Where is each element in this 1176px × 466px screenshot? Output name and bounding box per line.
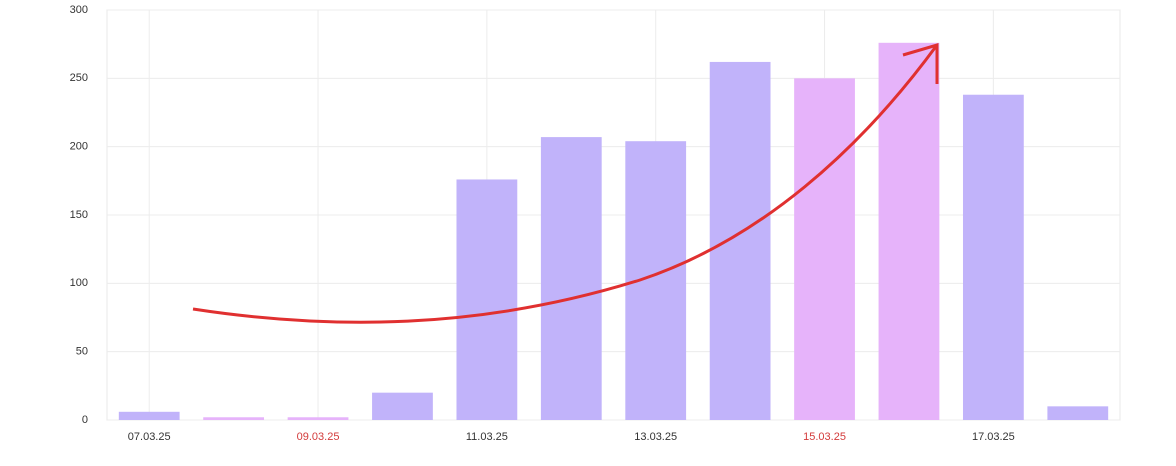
x-tick-label: 13.03.25 [634, 431, 677, 443]
bar [540, 137, 602, 420]
y-tick-label: 150 [70, 209, 88, 221]
bar [203, 417, 265, 420]
y-tick-label: 100 [70, 277, 88, 289]
y-tick-label: 250 [70, 72, 88, 84]
y-tick-label: 300 [70, 4, 88, 16]
bar [962, 94, 1024, 420]
marks: 0 50 100 150 200 250 300 07.03.25 09.03.25 11.03.… [70, 4, 1120, 443]
x-tick-label: 11.03.25 [466, 431, 508, 443]
bar [456, 179, 518, 420]
x-tick-label: 07.03.25 [128, 431, 171, 443]
bar [709, 61, 771, 420]
arrow-head [902, 42, 939, 84]
bar [372, 392, 433, 420]
bar [1047, 406, 1109, 420]
bar [878, 42, 940, 421]
y-tick-label: 200 [70, 141, 88, 153]
bar [794, 78, 855, 420]
x-tick-label: 15.03.25 [803, 431, 846, 443]
y-tick-label: 50 [76, 346, 88, 358]
trend-arrow [192, 42, 939, 324]
arrow-curve [192, 44, 939, 324]
bar [287, 417, 349, 420]
bar [118, 411, 180, 420]
y-tick-label: 0 [82, 414, 88, 426]
x-tick-label: 17.03.25 [972, 431, 1015, 443]
x-tick-label: 09.03.25 [297, 431, 340, 443]
